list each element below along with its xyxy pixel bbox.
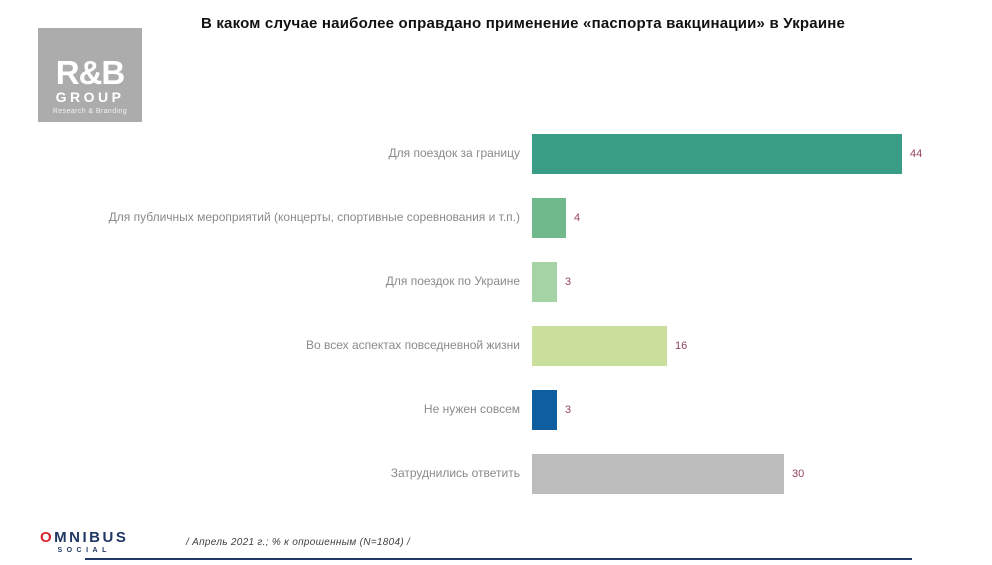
bar	[532, 326, 667, 366]
survey-footnote: / Апрель 2021 г.; % к опрошенным (N=1804…	[186, 537, 411, 548]
bar-row: Для поездок за границу 44	[100, 122, 960, 186]
value-label: 16	[675, 340, 688, 352]
footer-divider-line	[85, 558, 912, 560]
category-label: Не нужен совсем	[423, 402, 520, 417]
bar-row: Для поездок по Украине 3	[100, 250, 960, 314]
bar	[532, 390, 557, 430]
category-label: Затруднились ответить	[390, 466, 520, 481]
category-label: Для поездок по Украине	[385, 274, 520, 289]
category-label: Для публичных мероприятий (концерты, спо…	[108, 210, 520, 225]
omnibus-social-logo: OMNIBUS SOCIAL	[40, 530, 128, 554]
rnb-logo-group-text: GROUP	[55, 89, 125, 105]
value-label: 44	[910, 148, 923, 160]
category-label: Во всех аспектах повседневной жизни	[306, 338, 520, 353]
omnibus-logo-o: O	[40, 529, 55, 546]
bar-row: Затруднились ответить 30	[100, 442, 960, 506]
value-label: 30	[792, 468, 805, 480]
bar-chart: Для поездок за границу 44 Для публичных …	[100, 122, 960, 506]
bar	[532, 454, 784, 494]
rnb-group-logo: R&B GROUP Research & Branding	[38, 28, 142, 122]
bar-row: Не нужен совсем 3	[100, 378, 960, 442]
omnibus-logo-social-text: SOCIAL	[57, 547, 111, 554]
rnb-logo-subtitle: Research & Branding	[52, 108, 128, 115]
bar-row: Для публичных мероприятий (концерты, спо…	[100, 186, 960, 250]
bar	[532, 134, 902, 174]
omnibus-logo-text: MNIBUS	[54, 529, 129, 546]
bar	[532, 198, 566, 238]
rnb-logo-main-text: R&B	[55, 53, 125, 91]
value-label: 3	[565, 404, 572, 416]
category-label: Для поездок за границу	[388, 146, 520, 161]
value-label: 3	[565, 276, 572, 288]
value-label: 4	[574, 212, 581, 224]
bar	[532, 262, 557, 302]
bar-row: Во всех аспектах повседневной жизни 16	[100, 314, 960, 378]
page-title: В каком случае наиболее оправдано примен…	[200, 15, 846, 32]
